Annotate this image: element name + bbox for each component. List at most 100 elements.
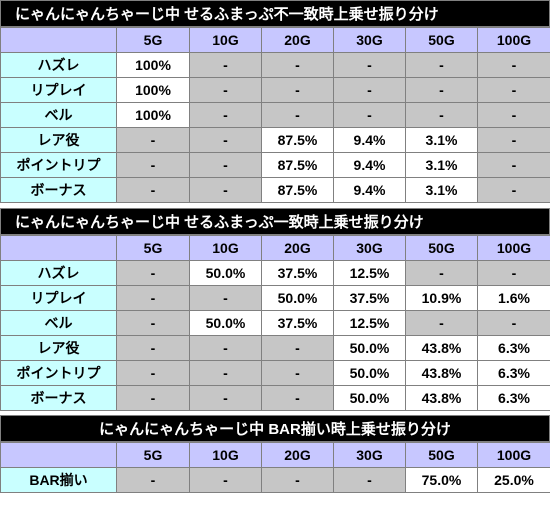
value-cell: - (189, 360, 262, 386)
table-row: ハズレ -50.0% 37.5% 12.5% - - (0, 260, 550, 286)
header-corner-cell (0, 442, 117, 468)
value-cell: - (189, 385, 262, 411)
value-cell: 3.1% (405, 127, 478, 153)
header-corner-cell (0, 235, 117, 261)
value-cell: 25.0% (477, 467, 550, 493)
row-label: BAR揃い (0, 467, 117, 493)
table-title: にゃんにゃんちゃーじ中 BAR揃い時上乗せ振り分け (0, 415, 550, 442)
value-cell: 10.9% (405, 285, 478, 311)
distribution-table-section: にゃんにゃんちゃーじ中 せるふまっぷ一致時上乗せ振り分け 5G 10G 20G 30G 5… (0, 208, 550, 411)
distribution-table: 5G 10G 20G 30G 50G 100G ハズレ 100% - - - - - リプレイ 100% - -… (0, 27, 550, 203)
value-cell: - (116, 467, 190, 493)
value-cell: 9.4% (333, 177, 406, 203)
distribution-table: 5G 10G 20G 30G 50G 100G ハズレ -50.0% 37.5% 12.5% - - リ… (0, 235, 550, 411)
table-title: にゃんにゃんちゃーじ中 せるふまっぷ不一致時上乗せ振り分け (0, 0, 550, 27)
value-cell: - (477, 127, 550, 153)
value-cell: 37.5% (261, 260, 334, 286)
value-cell: - (189, 285, 262, 311)
value-cell: 50.0% (189, 260, 262, 286)
table-row: BAR揃い - - - -75.0% 25.0% (0, 467, 550, 493)
value-cell: - (116, 310, 190, 336)
value-cell: - (261, 467, 334, 493)
column-header: 30G (333, 442, 406, 468)
column-header: 5G (116, 442, 190, 468)
value-cell: 6.3% (477, 385, 550, 411)
value-cell: - (116, 127, 190, 153)
column-header: 10G (189, 27, 262, 53)
value-cell: - (477, 77, 550, 103)
value-cell: 9.4% (333, 152, 406, 178)
value-cell: - (477, 260, 550, 286)
value-cell: - (116, 285, 190, 311)
value-cell: - (116, 152, 190, 178)
row-label: リプレイ (0, 77, 117, 103)
value-cell: - (261, 52, 334, 78)
value-cell: - (189, 177, 262, 203)
table-title: にゃんにゃんちゃーじ中 せるふまっぷ一致時上乗せ振り分け (0, 208, 550, 235)
value-cell: 3.1% (405, 177, 478, 203)
row-label: ポイントリプ (0, 360, 117, 386)
value-cell: - (405, 102, 478, 128)
value-cell: - (116, 335, 190, 361)
value-cell: - (477, 177, 550, 203)
row-label: レア役 (0, 127, 117, 153)
value-cell: - (333, 77, 406, 103)
value-cell: 50.0% (333, 385, 406, 411)
value-cell: 100% (116, 102, 190, 128)
value-cell: 43.8% (405, 385, 478, 411)
value-cell: - (189, 152, 262, 178)
value-cell: 75.0% (405, 467, 478, 493)
column-header: 50G (405, 442, 478, 468)
value-cell: - (477, 152, 550, 178)
value-cell: 12.5% (333, 310, 406, 336)
value-cell: 50.0% (261, 285, 334, 311)
value-cell: - (116, 260, 190, 286)
row-label: ベル (0, 102, 117, 128)
column-header: 20G (261, 442, 334, 468)
column-header: 10G (189, 235, 262, 261)
column-header: 20G (261, 27, 334, 53)
value-cell: - (477, 52, 550, 78)
row-label: ベル (0, 310, 117, 336)
value-cell: 87.5% (261, 177, 334, 203)
value-cell: - (116, 177, 190, 203)
column-header: 20G (261, 235, 334, 261)
value-cell: - (405, 310, 478, 336)
value-cell: 3.1% (405, 152, 478, 178)
row-label: レア役 (0, 335, 117, 361)
value-cell: 43.8% (405, 360, 478, 386)
row-label: ボーナス (0, 177, 117, 203)
table-row: ポイントリプ - - -50.0% 43.8% 6.3% (0, 360, 550, 386)
table-row: ボーナス - - -50.0% 43.8% 6.3% (0, 385, 550, 411)
distribution-table: 5G 10G 20G 30G 50G 100G BAR揃い - - - -75.0% 25.0% (0, 442, 550, 493)
value-cell: - (116, 385, 190, 411)
value-cell: - (189, 52, 262, 78)
column-header: 5G (116, 235, 190, 261)
value-cell: - (477, 310, 550, 336)
table-row: レア役 - - -50.0% 43.8% 6.3% (0, 335, 550, 361)
value-cell: 1.6% (477, 285, 550, 311)
value-cell: 50.0% (333, 335, 406, 361)
value-cell: - (261, 385, 334, 411)
value-cell: 12.5% (333, 260, 406, 286)
table-row: ベル -50.0% 37.5% 12.5% - - (0, 310, 550, 336)
value-cell: 87.5% (261, 152, 334, 178)
value-cell: - (261, 102, 334, 128)
value-cell: - (333, 102, 406, 128)
value-cell: - (189, 335, 262, 361)
header-row: 5G 10G 20G 30G 50G 100G (0, 235, 550, 261)
value-cell: - (405, 77, 478, 103)
column-header: 100G (477, 442, 550, 468)
value-cell: - (261, 360, 334, 386)
table-row: ハズレ 100% - - - - - (0, 52, 550, 78)
value-cell: 6.3% (477, 335, 550, 361)
distribution-table-section: にゃんにゃんちゃーじ中 せるふまっぷ不一致時上乗せ振り分け 5G 10G 20G 30G… (0, 0, 550, 203)
table-row: レア役 - -87.5% 9.4% 3.1% - (0, 127, 550, 153)
value-cell: - (405, 260, 478, 286)
column-header: 30G (333, 27, 406, 53)
value-cell: - (116, 360, 190, 386)
column-header: 10G (189, 442, 262, 468)
column-header: 100G (477, 27, 550, 53)
value-cell: 43.8% (405, 335, 478, 361)
value-cell: 6.3% (477, 360, 550, 386)
